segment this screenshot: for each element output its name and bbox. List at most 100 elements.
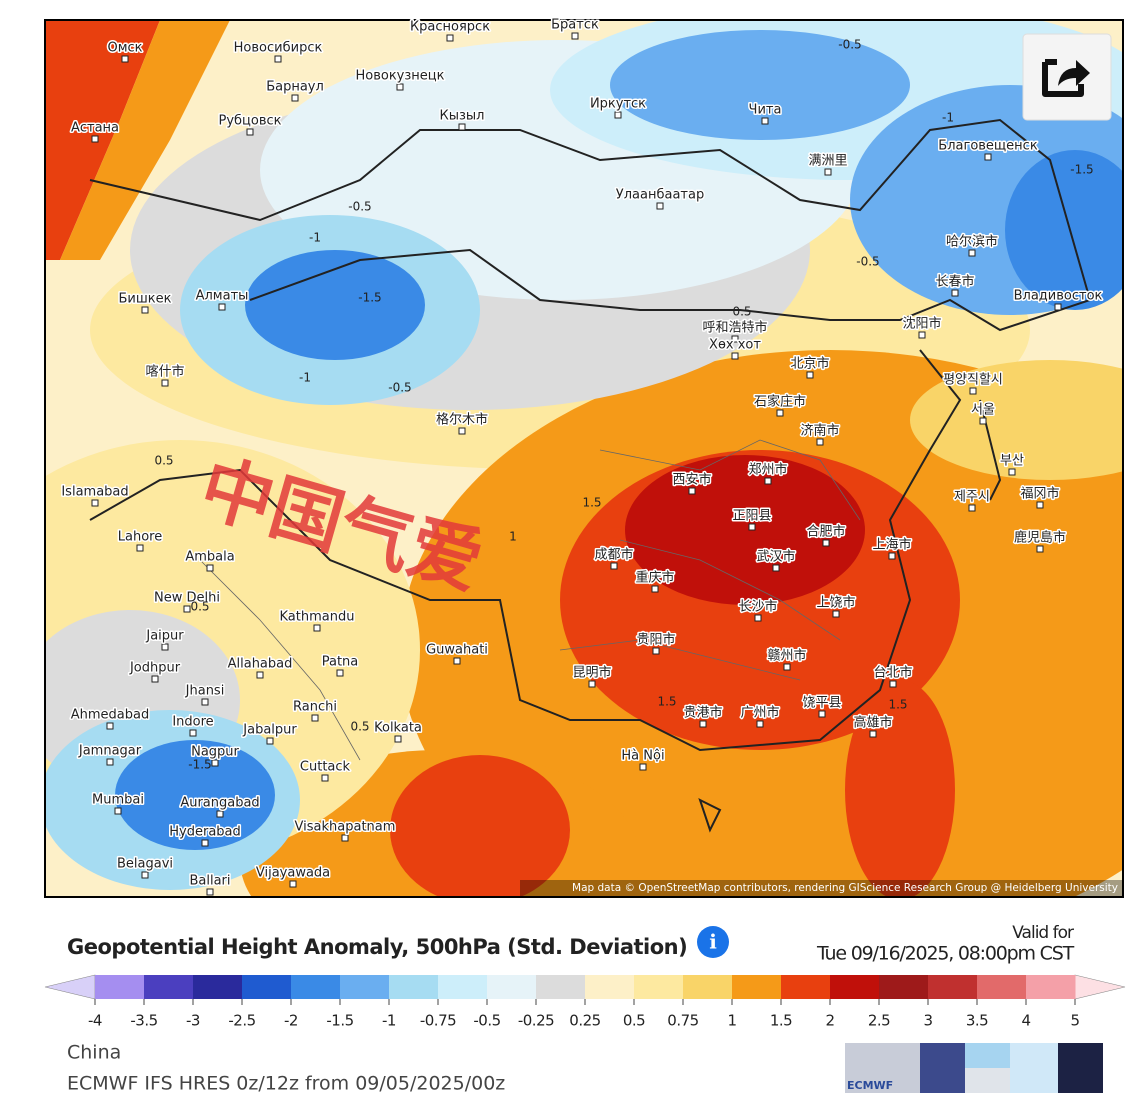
city-label: Kolkata [374, 721, 422, 736]
city-marker [183, 605, 191, 613]
contour-label: 1.5 [657, 695, 676, 709]
colorbar-tick-label: -3.5 [130, 1012, 157, 1030]
city-labels: Омск Новосибирск Барнаул Новокузнецк Красноя… [60, 16, 1104, 896]
city-label: 鹿児島市 [1014, 530, 1066, 546]
city-marker [141, 871, 149, 879]
city-label: Hà Nội [621, 749, 664, 764]
city-marker [816, 438, 824, 446]
anomaly-area [1005, 150, 1123, 310]
map-frame [44, 19, 1124, 898]
colorbar-segment [536, 975, 586, 999]
logo-text: ECMWF [847, 1079, 893, 1092]
colorbar-segment [683, 975, 733, 999]
city-marker [341, 834, 349, 842]
anomaly-area [845, 680, 955, 897]
city-label: Хөх хот [709, 338, 761, 353]
colorbar-segment [487, 975, 537, 999]
colorbar-tick-label: -2.5 [228, 1012, 255, 1030]
colorbar: -4 -3.5 -3 -2.5 -2 -1.5 -1 -0.75 -0.5 -0.25 0.25 0.… [44, 974, 1126, 1030]
region: China [67, 1042, 121, 1064]
city-marker [651, 585, 659, 593]
colorbar-segment [781, 975, 831, 999]
colorbar-tick-label: 0.75 [667, 1012, 698, 1030]
city-label: 上饶市 [816, 595, 855, 611]
city-label: Visakhapatnam [295, 820, 396, 835]
info-icon[interactable]: i [709, 930, 717, 954]
city-label: Aurangabad [180, 796, 259, 811]
colorbar-segment [340, 975, 390, 999]
city-marker [216, 810, 224, 818]
city-marker [291, 94, 299, 102]
city-label: 格尔木市 [436, 412, 488, 428]
anomaly-area [60, 20, 230, 260]
city-marker [114, 807, 122, 815]
city-marker [446, 34, 454, 42]
city-marker [161, 379, 169, 387]
contour-labels: -0.5 -1 -1.5 -0.5 -1 -1.5 -1 -0.5 -0.5 0.5 0.5 1.5 1… [154, 38, 1093, 772]
city-marker [458, 427, 466, 435]
city-label: 北京市 [790, 356, 829, 372]
info-icon[interactable] [697, 926, 729, 958]
city-marker [699, 720, 707, 728]
colorbar-tick-label: 2.5 [868, 1012, 890, 1030]
colorbar-tick-label: 3 [923, 1012, 932, 1030]
city-marker [614, 111, 622, 119]
city-marker [189, 729, 197, 737]
logo-block [845, 1043, 920, 1093]
city-marker [772, 564, 780, 572]
city-label: 평양직할시 [943, 373, 1003, 388]
city-label: 上海市 [872, 537, 911, 553]
city-label: Омск [107, 41, 142, 56]
contour-label: -1.5 [1070, 163, 1093, 177]
share-icon[interactable] [1042, 59, 1084, 97]
city-label: Кызыл [440, 109, 485, 124]
contour-label: 1 [509, 530, 517, 544]
city-label: Чита [749, 103, 782, 118]
contour-label: -1.5 [188, 758, 211, 772]
colorbar-segment [928, 975, 978, 999]
colorbar-tick-label: 5 [1070, 1012, 1079, 1030]
city-marker [783, 663, 791, 671]
city-marker [91, 499, 99, 507]
share-button[interactable] [1022, 33, 1112, 121]
share-icon[interactable] [1058, 60, 1090, 86]
city-label: 부산 [1000, 454, 1024, 469]
contour-label: -0.5 [838, 38, 861, 52]
contour-label: 0.5 [350, 720, 369, 734]
city-marker [106, 722, 114, 730]
colorbar-segment [879, 975, 929, 999]
city-marker [201, 839, 209, 847]
logo-block [920, 1043, 965, 1093]
city-marker [91, 135, 99, 143]
city-label: Jabalpur [242, 723, 297, 738]
city-marker [656, 202, 664, 210]
city-label: 喀什市 [145, 364, 184, 380]
city-label: New Delhi [154, 591, 220, 606]
info-button[interactable]: i [697, 926, 729, 958]
city-marker [818, 710, 826, 718]
city-marker [832, 610, 840, 618]
city-label: Новосибирск [234, 41, 323, 56]
legend-title: Geopotential Height Anomaly, 500hPa (Std… [67, 935, 687, 959]
colorbar-segment [830, 975, 880, 999]
city-marker [652, 647, 660, 655]
attribution-bg [520, 880, 1122, 896]
contour-label: 1.5 [582, 496, 601, 510]
contour-label: -1.5 [358, 291, 381, 305]
colorbar-tick-label: -2 [284, 1012, 298, 1030]
city-label: Nagpur [191, 745, 239, 760]
city-marker [754, 614, 762, 622]
city-label: 饶平县 [802, 696, 841, 711]
city-label: Belagavi [117, 857, 173, 872]
contour-label: -0.5 [348, 200, 371, 214]
city-marker [394, 735, 402, 743]
city-marker [206, 564, 214, 572]
city-marker [274, 55, 282, 63]
anomaly-area [45, 20, 160, 260]
city-marker [968, 249, 976, 257]
city-marker [761, 117, 769, 125]
city-marker [289, 880, 297, 888]
colorbar-tick-label: -1 [382, 1012, 396, 1030]
city-marker [161, 643, 169, 651]
city-marker [588, 680, 596, 688]
